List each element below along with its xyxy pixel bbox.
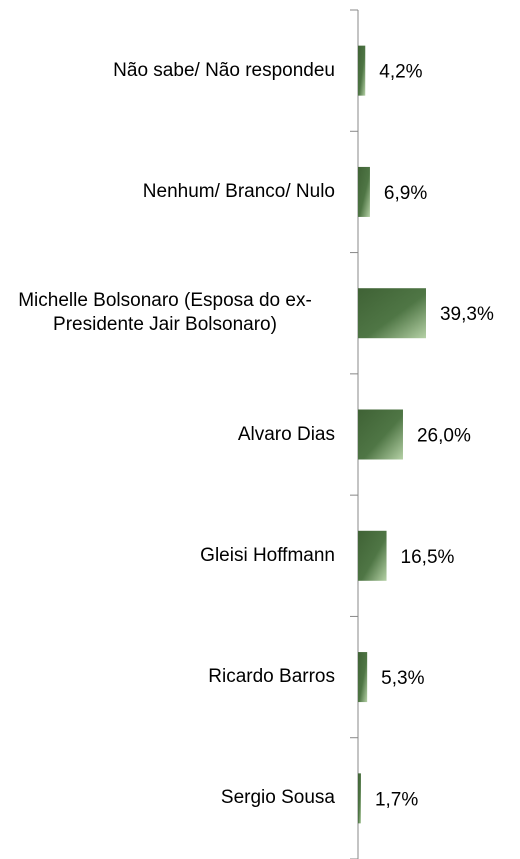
category-text: Gleisi Hoffmann [200,544,335,566]
category-text: Michelle Bolsonaro (Esposa do ex-Preside… [18,290,312,336]
bar [358,773,361,824]
category-text: Nenhum/ Branco/ Nulo [142,180,335,202]
data-label: 26,0% [417,426,471,447]
category-text: Sergio Sousa [220,787,335,809]
category-text: Alvaro Dias [237,423,335,445]
category-text: Ricardo Barros [208,666,335,688]
data-label: 16,5% [401,547,455,568]
category-label: Michelle Bolsonaro (Esposa do ex-Preside… [0,273,335,353]
bar [358,288,426,339]
category-label: Gleisi Hoffmann [0,516,335,596]
data-label: 4,2% [379,62,422,83]
data-label: 39,3% [440,304,494,325]
category-label: Nenhum/ Branco/ Nulo [0,152,335,232]
bar [358,166,370,217]
category-label: Ricardo Barros [0,637,335,717]
bar [358,45,366,96]
category-label: Alvaro Dias [0,395,335,475]
bar [358,409,403,460]
bar [358,530,387,581]
category-label: Sergio Sousa [0,758,335,838]
data-label: 1,7% [375,789,418,810]
data-label: 6,9% [384,183,427,204]
category-label: Não sabe/ Não respondeu [0,31,335,111]
data-label: 5,3% [381,668,424,689]
category-text: Não sabe/ Não respondeu [113,59,335,81]
bar [358,652,368,703]
